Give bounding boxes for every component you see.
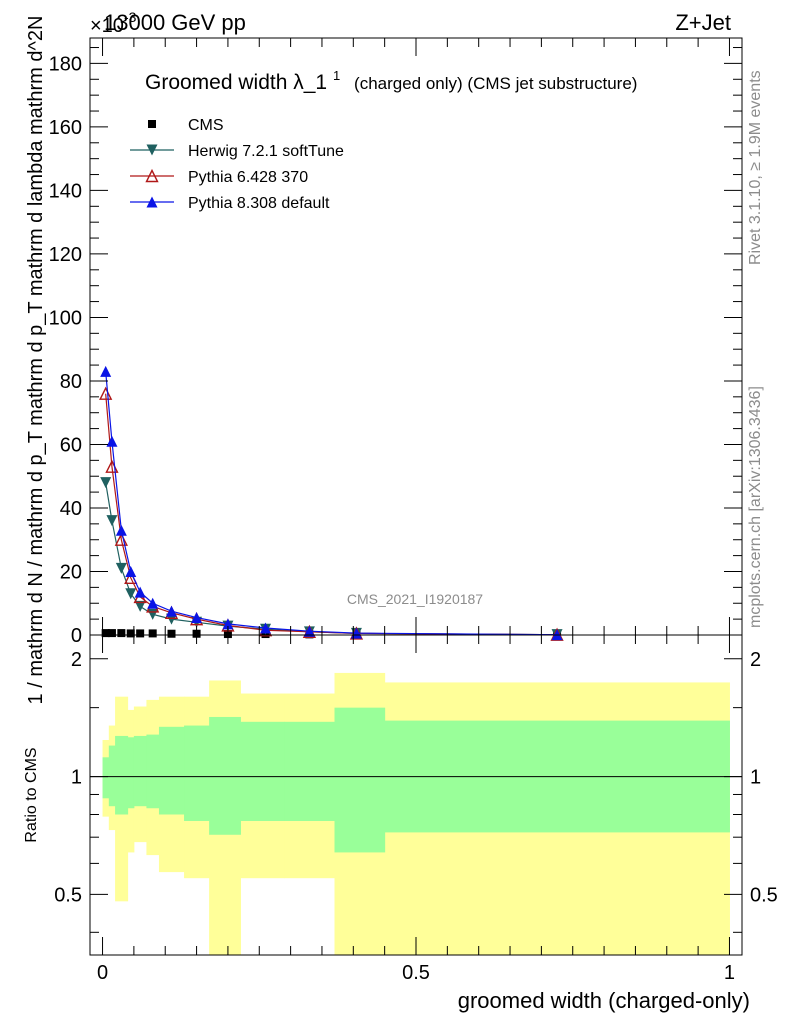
stat-uncertainty-band [334,707,386,853]
data-point [126,629,135,638]
legend-marker [146,196,158,208]
y-tick-label: 180 [49,53,82,75]
stat-uncertainty-band [209,716,241,835]
watermark: CMS_2021_I1920187 [347,591,483,607]
x-tick-label: 0 [97,962,108,984]
stat-uncertainty-band [158,726,185,815]
data-point [125,588,137,600]
data-point [260,622,272,634]
ratio-y-tick-label: 1 [71,767,82,789]
ratio-y-tick-label: 0.5 [750,884,778,906]
legend: CMS Herwig 7.2.1 softTune Pythia 6.428 370… [130,117,344,212]
series-line [105,371,558,636]
y-tick-label: 160 [49,117,82,139]
legend-label: CMS [188,117,224,134]
series-2 [99,386,564,641]
y-tick-label: 140 [49,180,82,202]
data-point [148,629,157,638]
y-tick-label: 20 [60,561,82,583]
rivet-label: Rivet 3.1.10, ≥ 1.9M events [747,70,764,265]
main-panel: 0 20 40 60 80 100 120 140 160 180 [49,37,743,647]
data-point [303,625,315,637]
data-point [106,515,118,527]
stat-uncertainty-band [127,737,135,809]
data-point [99,386,113,400]
data-point [117,629,126,638]
ratio-y-axis-label: Ratio to CMS [23,747,40,842]
data-point [166,605,177,617]
x-tick-label: 0.5 [402,962,430,984]
ratio-panel: 0.5 0.5 1 1 2 2 0 0.5 1 [54,634,778,984]
data-point [134,600,146,612]
stat-uncertainty-band [146,734,160,809]
stat-uncertainty-band [102,757,110,799]
series-3 [100,365,563,641]
legend-label: Pythia 8.308 default [188,195,330,212]
ratio-y-tick-label: 2 [750,649,761,671]
data-point [147,608,159,620]
x-tick-label: 1 [724,962,735,984]
y-tick-label: 60 [60,434,82,456]
ratio-y-tick-label: 0.5 [54,884,82,906]
y-tick-label: 40 [60,498,82,520]
legend-marker [145,168,159,183]
legend-marker [148,120,156,128]
y-tick-label: 100 [49,307,82,329]
data-point [115,524,127,536]
data-point [107,629,116,638]
data-point [134,586,146,598]
stat-uncertainty-band [108,745,116,807]
exponent-label: ×10-3 [90,9,137,37]
data-point [100,365,112,377]
y-tick-label: 120 [49,244,82,266]
data-point [106,435,118,447]
energy-label: 13000 GeV pp [104,10,246,35]
plot-title: Groomed width λ_1 1 (charged only) (CMS … [145,62,637,94]
stat-uncertainty-band [115,735,129,815]
x-axis-label: groomed width (charged-only) [458,988,750,1013]
ratio-y-tick-label: 2 [71,649,82,671]
data-point [222,618,234,630]
data-point [147,597,159,609]
mcplots-label: mcplots.cern.ch [arXiv:1306.3436] [747,386,764,628]
data-point [167,629,176,638]
data-point [115,562,127,574]
y-tick-label: 80 [60,371,82,393]
data-point [125,565,137,577]
ratio-y-tick-label: 1 [750,767,761,789]
y-tick-label: 0 [71,625,82,647]
stat-uncertainty-band [240,721,285,821]
stat-uncertainty-band [133,735,147,807]
series-line [105,393,558,636]
data-point [136,629,145,638]
data-point [100,477,112,489]
stat-uncertainty-band [284,721,335,821]
data-point [191,612,203,624]
legend-label: Pythia 6.428 370 [188,169,308,186]
legend-marker [146,144,158,156]
stat-uncertainty-band [184,725,210,821]
process-label: Z+Jet [675,10,731,35]
main-y-axis-label: 1 / mathrm d N / mathrm d p_T mathrm d p… [25,16,47,705]
data-point [101,629,110,638]
legend-label: Herwig 7.2.1 softTune [188,143,344,160]
